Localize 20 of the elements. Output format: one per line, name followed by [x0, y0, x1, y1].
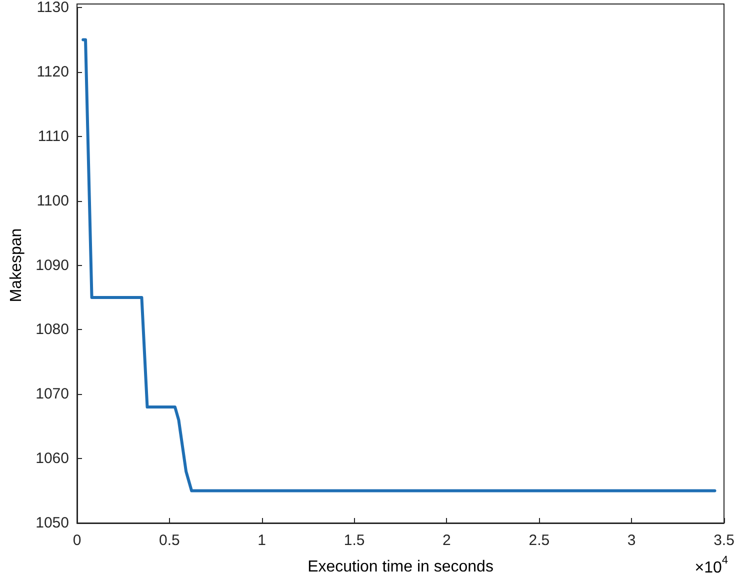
- x-tick-label: 0.5: [159, 532, 180, 549]
- y-tick-label: 1110: [38, 128, 69, 145]
- y-axis-title: Makespan: [8, 228, 26, 302]
- x-tick-label: 2.5: [528, 532, 550, 549]
- y-tick-label: 1120: [36, 63, 69, 80]
- x-tick-label: 3: [627, 532, 636, 549]
- x-tick-label: 0: [72, 532, 82, 549]
- x-tick-label: 1.5: [344, 532, 365, 549]
- x-tick-label: 2: [442, 532, 451, 549]
- x-tick-label: 1: [258, 532, 266, 549]
- y-tick-label: 1060: [36, 450, 69, 468]
- y-tick-label: 1080: [36, 321, 69, 338]
- y-tick-label: 1130: [36, 0, 69, 16]
- x-tick-label: 3.5: [714, 532, 734, 549]
- y-tick-label: 1100: [36, 192, 69, 210]
- y-tick-label: 1050: [36, 514, 69, 532]
- y-tick-label: 1070: [36, 386, 69, 403]
- line-series: [82, 38, 716, 492]
- y-tick-label: 1090: [36, 256, 69, 274]
- x-axis-title: Execution time in seconds: [308, 558, 494, 576]
